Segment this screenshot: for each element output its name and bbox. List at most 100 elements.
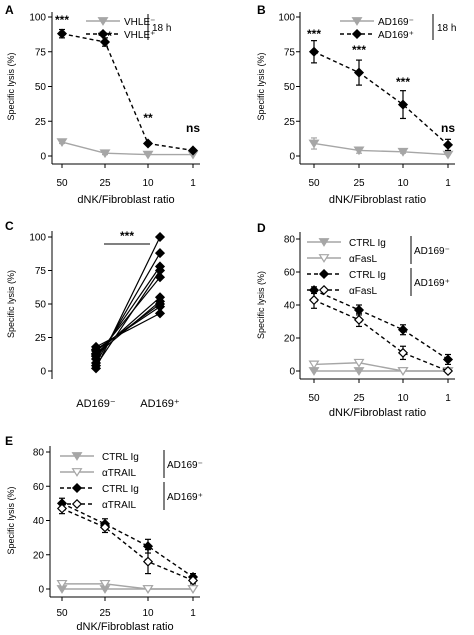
panel-letter: B — [257, 3, 266, 17]
data-point — [154, 231, 166, 243]
y-tick-label: 0 — [40, 367, 46, 378]
legend-label: VHLE⁺ — [124, 30, 155, 41]
series-1 — [56, 28, 199, 156]
x-tick-label: 50 — [308, 178, 320, 189]
y-tick-label: 0 — [289, 367, 295, 378]
x-tick-label: 10 — [142, 178, 154, 189]
legend-label: CTRL Ig — [349, 270, 386, 281]
x-axis-title: dNK/Fibroblast ratio — [76, 621, 173, 633]
series-line — [61, 507, 194, 582]
panel-c: C 0 25 50 75 100 Specific lysis (%) AD169⁻ AD169… — [5, 219, 180, 410]
significance-label: ns — [186, 121, 200, 135]
y-tick-label: 75 — [35, 266, 47, 277]
series-line — [313, 362, 448, 372]
y-axis-title: Specific lysis (%) — [256, 52, 266, 120]
x-tick-label: 10 — [397, 178, 409, 189]
y-tick-label: 60 — [33, 482, 45, 493]
data-point — [90, 360, 102, 371]
legend-marker — [97, 17, 109, 26]
y-tick-label: 40 — [33, 516, 45, 527]
significance-label: *** — [307, 27, 321, 41]
y-axis-title: Specific lysis (%) — [256, 271, 266, 339]
legend-marker — [351, 28, 363, 40]
x-tick-label: 50 — [56, 608, 68, 619]
series-line — [61, 32, 194, 152]
y-tick-label: 75 — [284, 47, 296, 58]
data-point — [397, 99, 409, 110]
significance-label: ** — [143, 111, 153, 125]
y-tick-label: 25 — [284, 117, 296, 128]
significance-label: *** — [120, 229, 134, 243]
data-point — [99, 36, 111, 48]
series-1 — [56, 579, 199, 594]
data-point — [397, 347, 409, 358]
y-tick-label: 0 — [289, 152, 295, 163]
legend-marker — [97, 28, 109, 40]
legend-marker — [71, 468, 83, 477]
data-point — [154, 308, 166, 319]
data-point — [154, 272, 166, 283]
x-tick-label: AD169⁺ — [140, 398, 180, 410]
x-tick-label: 25 — [353, 393, 365, 404]
paired-donor — [90, 296, 166, 360]
y-tick-label: 60 — [284, 268, 296, 279]
data-point — [99, 522, 111, 533]
data-point — [397, 324, 409, 335]
legend-group-label: AD169⁻ — [414, 246, 450, 257]
data-point — [187, 145, 199, 156]
data-point — [442, 365, 454, 377]
data-point — [99, 149, 111, 159]
data-point — [442, 354, 454, 365]
legend-label: CTRL Ig — [102, 484, 139, 495]
series-2 — [308, 285, 454, 365]
series-0 — [308, 137, 454, 160]
legend-label: αFasL — [349, 254, 377, 265]
series-1 — [308, 358, 454, 376]
legend-marker — [71, 482, 83, 494]
legend-marker — [351, 17, 363, 26]
data-point — [353, 367, 365, 376]
x-tick-label: 1 — [190, 608, 196, 619]
pair-line — [95, 236, 161, 369]
legend-label: αTRAIL — [102, 468, 137, 479]
pair-line — [95, 270, 161, 366]
panel-letter: A — [5, 3, 14, 17]
data-point — [353, 314, 365, 325]
legend-label: AD169⁺ — [378, 30, 414, 41]
legend-group-label: AD169⁺ — [167, 492, 203, 503]
legend-bracket-label: 18 h — [437, 23, 456, 34]
data-point — [142, 138, 154, 149]
pair-line — [95, 296, 161, 355]
x-tick-label: 25 — [99, 178, 111, 189]
y-tick-label: 100 — [29, 13, 46, 24]
legend-label: αTRAIL — [102, 500, 137, 511]
x-tick-label: 1 — [445, 393, 451, 404]
legend-group-label: AD169⁺ — [414, 278, 450, 289]
series-3 — [308, 291, 454, 377]
x-axis-title: dNK/Fibroblast ratio — [77, 194, 174, 206]
x-tick-label: AD169⁻ — [76, 398, 116, 410]
legend-label: CTRL Ig — [102, 452, 139, 463]
panel-letter: D — [257, 221, 266, 235]
y-axis-title: Specific lysis (%) — [6, 270, 16, 338]
series-line — [313, 289, 449, 361]
data-point — [154, 296, 166, 307]
legend-marker — [318, 238, 330, 247]
legend: VHLE⁻ VHLE⁺18 h — [86, 14, 171, 41]
x-tick-label: 25 — [99, 608, 111, 619]
legend: CTRL Ig αFasL CTRL Ig αFasL AD169⁻ AD169⁺ — [307, 236, 450, 297]
y-tick-label: 40 — [284, 301, 296, 312]
significance-label: *** — [352, 43, 366, 57]
y-tick-label: 20 — [33, 550, 45, 561]
x-tick-label: 1 — [190, 178, 196, 189]
panel-letter: E — [5, 434, 13, 448]
panel-e: E 0 20 40 60 80 50 25 10 1 Specific lysis (%) dNK/F… — [5, 434, 203, 633]
x-axis-title: dNK/Fibroblast ratio — [329, 194, 426, 206]
legend-marker — [318, 284, 330, 296]
y-tick-label: 100 — [29, 233, 46, 244]
significance-label: *** — [396, 75, 410, 89]
data-point — [142, 556, 154, 567]
paired-donor — [90, 265, 166, 371]
legend-group-label: AD169⁻ — [167, 460, 203, 471]
series-line — [62, 583, 193, 590]
